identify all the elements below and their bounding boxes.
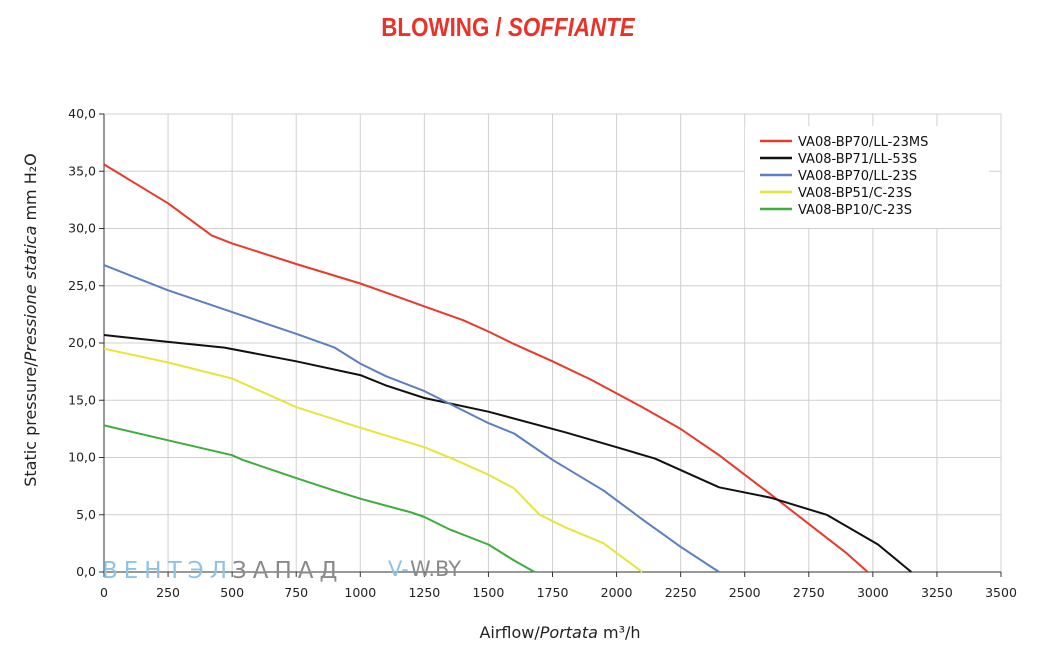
x-tick-label: 250: [156, 585, 180, 600]
x-tick-label: 1500: [473, 585, 505, 600]
y-axis-label-it: Pressione statica: [21, 226, 40, 362]
grid: [104, 113, 1002, 572]
y-tick-label: 40,0: [68, 106, 96, 121]
y-axis-label: Static pressure/Pressione statica mm H₂O: [21, 153, 40, 487]
y-axis-label-unit: mm H₂O: [21, 153, 40, 225]
x-axis-label-en: Airflow: [479, 623, 534, 642]
series-line-2: [103, 334, 912, 573]
x-tick-label: 2000: [601, 585, 633, 600]
series-line-3: [103, 264, 720, 573]
x-tick-label: 1000: [344, 585, 376, 600]
series-line-5: [103, 424, 536, 573]
y-tick-label: 10,0: [68, 450, 96, 465]
x-tick-label: 2250: [665, 585, 697, 600]
watermark: ВЕНТЭЛ ЗАПАД V- W.BY: [102, 557, 461, 584]
x-tick-label: 2500: [729, 585, 761, 600]
series-lines: [103, 163, 912, 573]
y-tick-label: 5,0: [76, 507, 96, 522]
y-tick-label: 0,0: [76, 564, 96, 579]
y-tick-label: 35,0: [68, 163, 96, 178]
y-tick-label: 30,0: [68, 221, 96, 236]
y-tick-label: 25,0: [68, 278, 96, 293]
x-tick-label: 1750: [537, 585, 569, 600]
legend: VA08-BP70/LL-23MS VA08-BP71/LL-53S VA08-BP…: [745, 126, 989, 228]
legend-label: VA08-BP70/LL-23S: [798, 169, 917, 184]
x-axis-label-it: Portata: [540, 623, 598, 642]
watermark-part1: ВЕНТЭЛ: [102, 558, 233, 584]
x-tick-labels: 0 250 500 750 1000 1250 1500 1750 2000 2250 2500 27…: [100, 585, 1017, 600]
x-axis-label-sep: /: [534, 623, 540, 642]
chart-title-main: BLOWING /: [381, 12, 508, 42]
x-tick-label: 750: [284, 585, 308, 600]
x-tick-label: 3000: [857, 585, 889, 600]
x-tick-label: 3500: [985, 585, 1017, 600]
legend-label: VA08-BP10/C-23S: [798, 203, 912, 218]
watermark-part2: ЗАПАД: [232, 558, 343, 584]
y-tick-label: 20,0: [68, 335, 96, 350]
chart-title-italic: SOFFIANTE: [507, 12, 635, 42]
x-tick-label: 3250: [921, 585, 953, 600]
y-axis-label-en: Static pressure: [21, 367, 40, 487]
x-axis-label-unit: m³/h: [598, 623, 641, 642]
x-tick-label: 0: [100, 585, 108, 600]
x-tick-label: 2750: [793, 585, 825, 600]
series-line-1: [103, 163, 869, 573]
x-tick-label: 1250: [408, 585, 440, 600]
axes: [99, 113, 1002, 577]
legend-label: VA08-BP70/LL-23MS: [798, 135, 928, 150]
y-tick-label: 15,0: [68, 392, 96, 407]
series-line-4: [103, 347, 643, 573]
legend-box: [745, 126, 989, 228]
legend-label: VA08-BP51/C-23S: [798, 186, 912, 201]
watermark-part4: W.BY: [410, 557, 461, 581]
y-axis-label-sep: /: [21, 361, 40, 367]
chart-title: BLOWING / SOFFIANTE: [71, 12, 945, 43]
x-tick-label: 500: [220, 585, 244, 600]
watermark-part3: V-: [388, 557, 409, 581]
legend-label: VA08-BP71/LL-53S: [798, 152, 917, 167]
y-tick-labels: 0,0 5,0 10,0 15,0 20,0 25,0 30,0 35,0 40,0: [68, 106, 96, 579]
x-axis-label: Airflow/Portata m³/h: [479, 623, 640, 642]
